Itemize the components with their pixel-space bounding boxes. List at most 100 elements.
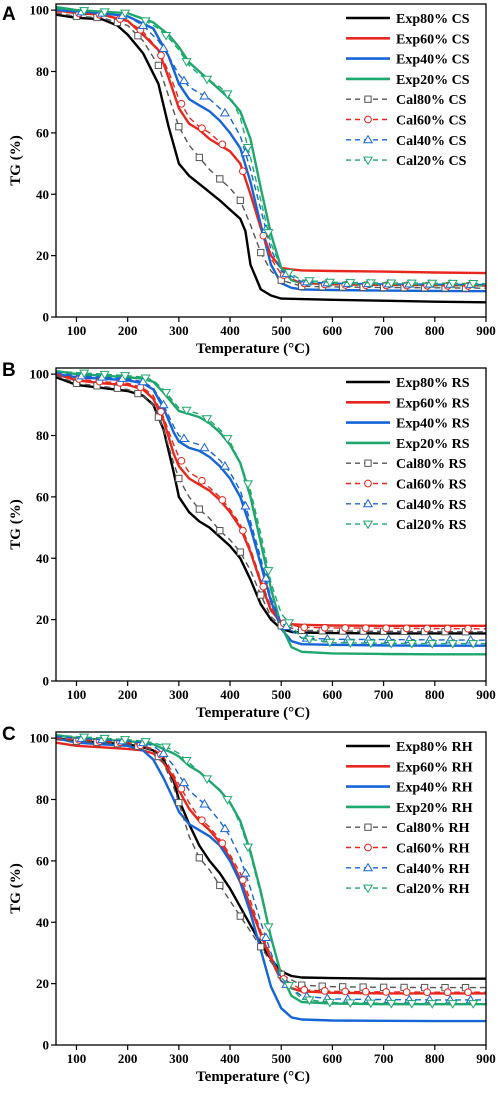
y-tick-label: 60 (36, 853, 49, 868)
data-point (324, 638, 335, 648)
data-point (257, 591, 265, 599)
data-point (157, 407, 165, 416)
data-point (320, 987, 329, 995)
legend: Exp80% RS Exp60% RS Exp40% RS Exp20% RS Cal8… (346, 376, 470, 533)
x-tick-label: 900 (476, 1051, 496, 1066)
data-point (304, 996, 315, 1006)
x-tick-label: 200 (118, 1051, 138, 1066)
x-tick-label: 200 (118, 687, 138, 702)
data-point (386, 639, 397, 649)
data-point (283, 619, 294, 628)
y-tick-label: 20 (36, 248, 49, 263)
x-tick-label: 800 (425, 687, 445, 702)
legend-label: Exp20% RS (396, 437, 470, 452)
legend-marker (364, 479, 372, 488)
data-point (242, 144, 254, 153)
series-group (56, 369, 486, 656)
data-point (79, 733, 90, 743)
legend-label: Exp60% CS (396, 32, 470, 47)
data-point (341, 624, 350, 632)
y-tick-label: 40 (36, 551, 49, 566)
legend-label: Exp40% RH (396, 781, 473, 796)
legend-label: Exp80% RH (396, 740, 473, 755)
data-point (181, 406, 192, 416)
data-point (79, 7, 90, 16)
legend-marker (364, 115, 372, 124)
x-axis-title: Temperature (°C) (196, 705, 310, 721)
data-point (160, 32, 172, 41)
data-point (341, 987, 350, 996)
legend-marker (362, 156, 374, 166)
data-point (283, 982, 294, 991)
x-tick-label: 600 (323, 1051, 343, 1066)
legend-label: Cal80% CS (396, 93, 467, 108)
legend-marker (364, 459, 372, 467)
data-point (240, 500, 251, 510)
series-line-exp80-cs (56, 13, 486, 304)
data-point (260, 573, 271, 582)
data-point (386, 999, 397, 1009)
data-point (259, 231, 268, 240)
data-point (402, 624, 411, 633)
data-point (140, 17, 151, 27)
y-tick-label: 0 (43, 310, 50, 325)
plot-frame (55, 367, 487, 682)
data-point (402, 988, 411, 996)
legend-label: Cal20% RS (396, 518, 467, 533)
legend-label: Exp20% RH (396, 801, 473, 816)
data-point (160, 743, 172, 753)
tg-panel-c: C 100 200 300 400 500 600 700 800 900 0 20 40 60 80 100… (2, 724, 496, 1085)
data-point (283, 269, 294, 278)
legend-label: Exp80% CS (396, 12, 470, 27)
data-point (447, 1000, 458, 1009)
data-point (199, 798, 210, 808)
x-tick-label: 900 (476, 323, 496, 338)
x-tick-label: 400 (220, 1051, 240, 1066)
data-point (177, 456, 186, 465)
data-point (158, 748, 169, 757)
plot-frame (55, 3, 487, 318)
data-point (201, 775, 213, 784)
data-point (222, 796, 233, 805)
y-tick-label: 100 (30, 3, 50, 18)
data-point (158, 43, 169, 52)
tg-panel-a: A 100 200 300 400 500 600 700 800 900 0 20 40 60 80 100… (2, 3, 496, 357)
data-point (236, 548, 244, 556)
x-tick-label: 700 (374, 687, 394, 702)
data-point (427, 1000, 438, 1009)
x-axis-title: Temperature (°C) (196, 1069, 310, 1085)
data-point (99, 8, 110, 18)
data-point (219, 107, 231, 117)
legend-label: Exp40% CS (396, 53, 470, 68)
legend-label: Exp40% RS (396, 417, 470, 432)
data-point (120, 372, 131, 381)
x-tick-label: 300 (169, 687, 189, 702)
x-tick-label: 600 (323, 323, 343, 338)
y-tick-label: 80 (36, 64, 49, 79)
y-tick-label: 100 (30, 367, 50, 382)
x-tick-label: 200 (118, 323, 138, 338)
y-tick-label: 60 (36, 489, 49, 504)
legend-marker (362, 862, 374, 872)
series-line-cal80-rs (56, 375, 486, 633)
y-axis-title: TG (%) (8, 499, 24, 549)
data-point (198, 124, 206, 133)
data-point (154, 61, 163, 70)
data-point (468, 1000, 479, 1009)
legend-label: Cal40% RH (396, 862, 470, 877)
data-point (195, 153, 203, 162)
legend-label: Exp60% RH (396, 760, 473, 775)
data-point (199, 442, 210, 452)
x-tick-label: 300 (169, 1051, 189, 1066)
data-point (216, 175, 224, 183)
series-group (56, 733, 486, 1023)
legend-marker (364, 843, 372, 852)
data-point (157, 51, 165, 60)
data-point (201, 415, 213, 424)
data-point (177, 784, 186, 793)
data-point (236, 912, 244, 920)
legend-label: Exp80% RS (396, 376, 470, 391)
data-point (382, 624, 391, 633)
data-point (140, 738, 151, 747)
